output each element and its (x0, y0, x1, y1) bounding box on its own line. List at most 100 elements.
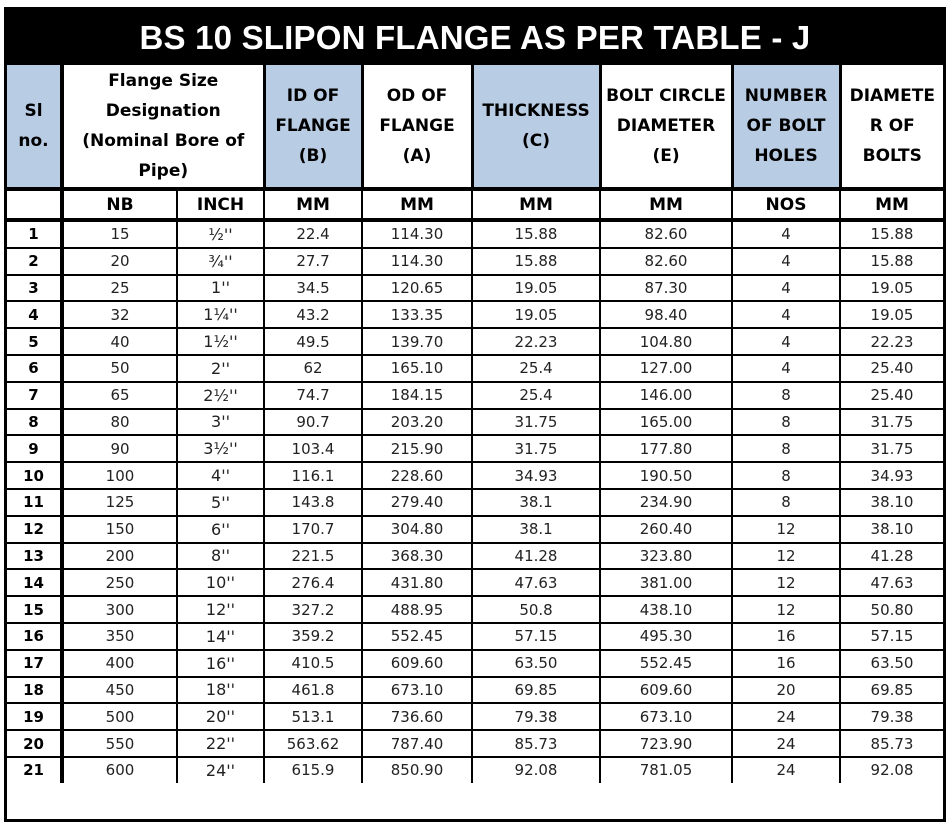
cell-inch: 3'' (175, 407, 266, 437)
table-row: 6 50 2'' 62 165.10 25.4 127.00 4 25.40 (7, 353, 944, 383)
cell-bolt-holes: 4 (731, 219, 842, 249)
cell-sl-no: 4 (7, 300, 64, 330)
cell-sl-no: 12 (7, 514, 64, 544)
cell-bolt-holes: 24 (731, 729, 842, 758)
cell-id: 34.5 (263, 273, 364, 303)
cell-id: 143.8 (263, 487, 364, 517)
cell-bolt-diameter: 79.38 (839, 702, 944, 732)
table-row: 20 550 22'' 563.62 787.40 85.73 723.90 24 85.73 (7, 729, 944, 758)
cell-od: 114.30 (361, 219, 474, 249)
cell-id: 221.5 (263, 541, 364, 571)
header-bolt-circle-diameter: BOLT CIRCLE DIAMETER (E) (598, 65, 734, 191)
cell-thickness: 63.50 (471, 648, 602, 678)
cell-sl-no: 16 (7, 621, 64, 651)
table-row: 5 40 1½'' 49.5 139.70 22.23 104.80 4 22.23 (7, 327, 944, 356)
cell-sl-no: 17 (7, 648, 64, 678)
flange-table-sheet: BS 10 SLIPON FLANGE AS PER TABLE - J Sl … (4, 7, 946, 822)
cell-inch: 10'' (175, 568, 266, 598)
cell-bolt-holes: 8 (731, 407, 842, 437)
cell-id: 49.5 (263, 327, 364, 356)
cell-thickness: 92.08 (471, 755, 602, 783)
cell-thickness: 69.85 (471, 675, 602, 705)
table-row: 19 500 20'' 513.1 736.60 79.38 673.10 24 79.38 (7, 702, 944, 732)
cell-nb: 300 (61, 595, 178, 624)
cell-inch: 8'' (175, 541, 266, 571)
cell-sl-no: 8 (7, 407, 64, 437)
cell-thickness: 79.38 (471, 702, 602, 732)
cell-nb: 200 (61, 541, 178, 571)
cell-bolt-diameter: 19.05 (839, 300, 944, 330)
cell-sl-no: 20 (7, 729, 64, 758)
cell-bolt-holes: 12 (731, 568, 842, 598)
cell-thickness: 31.75 (471, 434, 602, 464)
unit-sl (7, 188, 64, 222)
cell-bolt-circle-diameter: 552.45 (599, 648, 734, 678)
table-row: 4 32 1¼'' 43.2 133.35 19.05 98.40 4 19.05 (7, 300, 944, 330)
cell-bolt-circle-diameter: 609.60 (599, 675, 734, 705)
cell-od: 368.30 (361, 541, 474, 571)
cell-thickness: 41.28 (471, 541, 602, 571)
cell-thickness: 57.15 (471, 621, 602, 651)
cell-bolt-holes: 12 (731, 541, 842, 571)
cell-bolt-holes: 8 (731, 434, 842, 464)
cell-nb: 400 (61, 648, 178, 678)
cell-inch: 2'' (175, 353, 266, 383)
cell-id: 170.7 (263, 514, 364, 544)
cell-inch: 6'' (175, 514, 266, 544)
header-diameter-of-bolts: DIAMETE R OF BOLTS (838, 65, 944, 191)
header-id-of-flange: ID OF FLANGE (B) (262, 65, 364, 191)
cell-inch: 2½'' (175, 380, 266, 410)
cell-bolt-circle-diameter: 165.00 (599, 407, 734, 437)
cell-thickness: 22.23 (471, 327, 602, 356)
cell-id: 359.2 (263, 621, 364, 651)
cell-inch: 12'' (175, 595, 266, 624)
cell-thickness: 15.88 (471, 246, 602, 276)
cell-bolt-circle-diameter: 190.50 (599, 461, 734, 490)
unit-nb: NB (61, 188, 178, 222)
cell-bolt-holes: 8 (731, 487, 842, 517)
cell-bolt-circle-diameter: 98.40 (599, 300, 734, 330)
cell-od: 114.30 (361, 246, 474, 276)
cell-bolt-holes: 16 (731, 648, 842, 678)
cell-bolt-diameter: 31.75 (839, 407, 944, 437)
unit-id: MM (263, 188, 364, 222)
cell-bolt-circle-diameter: 104.80 (599, 327, 734, 356)
table-row: 1 15 ½'' 22.4 114.30 15.88 82.60 4 15.88 (7, 219, 944, 249)
cell-nb: 600 (61, 755, 178, 783)
cell-nb: 250 (61, 568, 178, 598)
cell-bolt-diameter: 15.88 (839, 246, 944, 276)
cell-bolt-circle-diameter: 146.00 (599, 380, 734, 410)
cell-inch: 4'' (175, 461, 266, 490)
table-row: 15 300 12'' 327.2 488.95 50.8 438.10 12 50.80 (7, 595, 944, 624)
cell-bolt-diameter: 63.50 (839, 648, 944, 678)
cell-bolt-holes: 4 (731, 246, 842, 276)
table-row: 8 80 3'' 90.7 203.20 31.75 165.00 8 31.75 (7, 407, 944, 437)
cell-od: 228.60 (361, 461, 474, 490)
cell-nb: 500 (61, 702, 178, 732)
cell-bolt-circle-diameter: 673.10 (599, 702, 734, 732)
cell-bolt-circle-diameter: 234.90 (599, 487, 734, 517)
cell-id: 74.7 (263, 380, 364, 410)
cell-bolt-diameter: 85.73 (839, 729, 944, 758)
cell-sl-no: 6 (7, 353, 64, 383)
cell-od: 120.65 (361, 273, 474, 303)
cell-inch: 22'' (175, 729, 266, 758)
table-row: 21 600 24'' 615.9 850.90 92.08 781.05 24 92.08 (7, 755, 944, 783)
cell-od: 488.95 (361, 595, 474, 624)
cell-nb: 80 (61, 407, 178, 437)
cell-id: 461.8 (263, 675, 364, 705)
cell-sl-no: 18 (7, 675, 64, 705)
cell-thickness: 19.05 (471, 300, 602, 330)
cell-bolt-diameter: 22.23 (839, 327, 944, 356)
cell-inch: 24'' (175, 755, 266, 783)
cell-bolt-diameter: 38.10 (839, 514, 944, 544)
cell-sl-no: 9 (7, 434, 64, 464)
cell-od: 736.60 (361, 702, 474, 732)
cell-bolt-circle-diameter: 87.30 (599, 273, 734, 303)
table-row: 13 200 8'' 221.5 368.30 41.28 323.80 12 41.28 (7, 541, 944, 571)
cell-bolt-diameter: 57.15 (839, 621, 944, 651)
cell-nb: 65 (61, 380, 178, 410)
cell-bolt-circle-diameter: 781.05 (599, 755, 734, 783)
cell-bolt-diameter: 25.40 (839, 353, 944, 383)
cell-id: 43.2 (263, 300, 364, 330)
